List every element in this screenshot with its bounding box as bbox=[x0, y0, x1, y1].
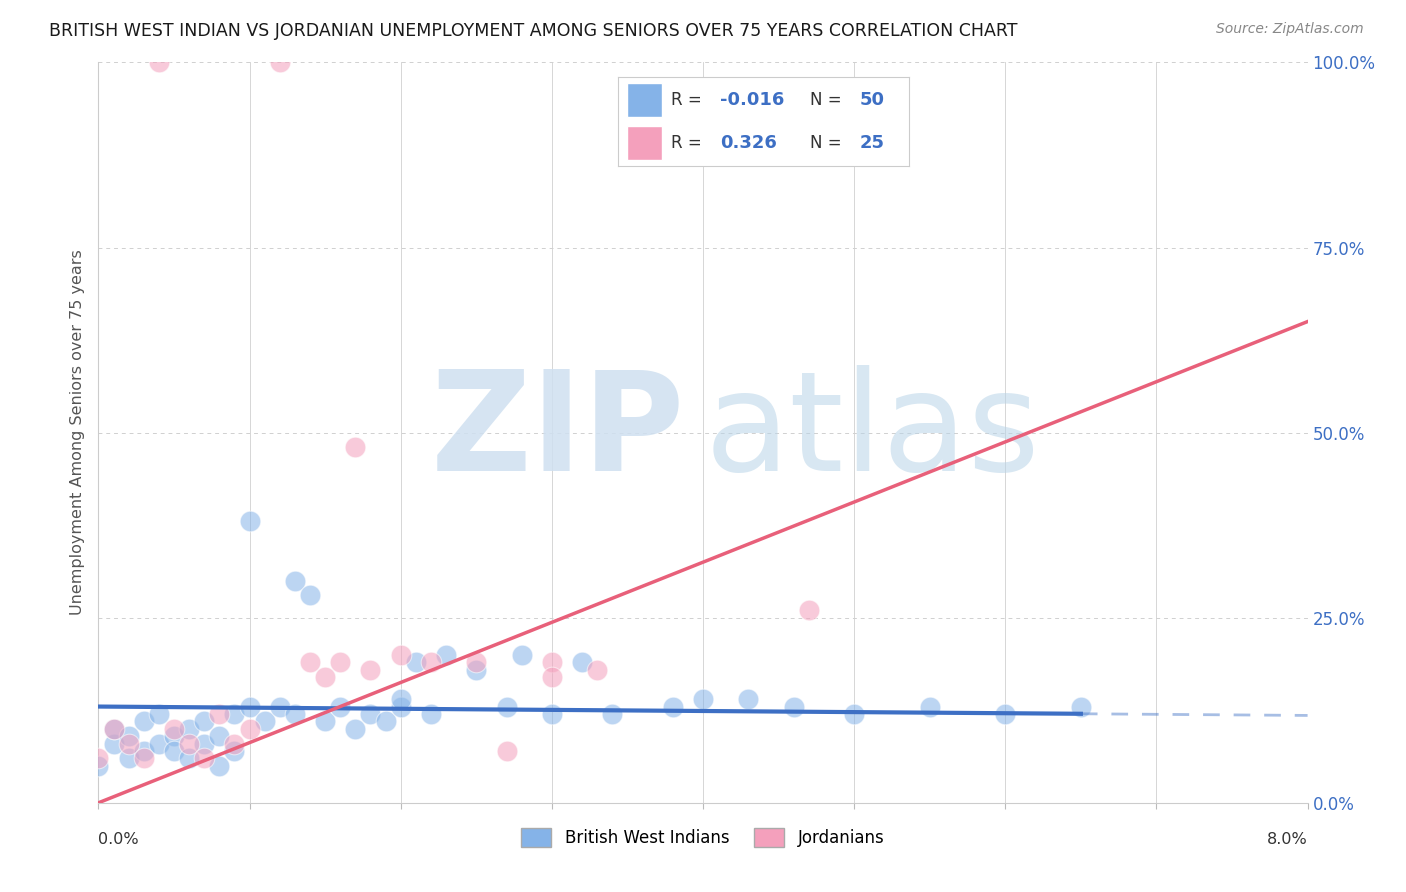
Point bbox=[389, 692, 412, 706]
Point bbox=[797, 603, 820, 617]
Point bbox=[148, 55, 170, 70]
Point bbox=[329, 699, 352, 714]
Point bbox=[208, 729, 231, 743]
Point bbox=[692, 692, 714, 706]
Point bbox=[420, 655, 443, 669]
Point bbox=[299, 589, 322, 603]
Point bbox=[269, 55, 291, 70]
Point bbox=[253, 714, 276, 729]
Point bbox=[1070, 699, 1092, 714]
Point bbox=[465, 655, 488, 669]
Point bbox=[510, 648, 533, 662]
Point bbox=[344, 441, 367, 455]
Point bbox=[239, 515, 262, 529]
Point bbox=[132, 751, 155, 765]
Point bbox=[540, 706, 562, 721]
Point bbox=[314, 714, 336, 729]
Point bbox=[586, 663, 609, 677]
Text: atlas: atlas bbox=[704, 365, 1040, 500]
Point bbox=[193, 737, 215, 751]
Text: Source: ZipAtlas.com: Source: ZipAtlas.com bbox=[1216, 22, 1364, 37]
Point bbox=[918, 699, 941, 714]
Point bbox=[132, 714, 155, 729]
Point bbox=[389, 648, 412, 662]
Point bbox=[495, 699, 517, 714]
Point bbox=[87, 751, 110, 765]
Point bbox=[269, 699, 291, 714]
Point bbox=[148, 737, 170, 751]
Point bbox=[87, 758, 110, 772]
Point bbox=[163, 729, 186, 743]
Point bbox=[118, 751, 141, 765]
Point bbox=[360, 706, 382, 721]
Point bbox=[329, 655, 352, 669]
Point bbox=[299, 655, 322, 669]
Legend: British West Indians, Jordanians: British West Indians, Jordanians bbox=[515, 822, 891, 854]
Point bbox=[179, 737, 201, 751]
Point bbox=[661, 699, 683, 714]
Point bbox=[132, 744, 155, 758]
Point bbox=[118, 737, 141, 751]
Text: ZIP: ZIP bbox=[430, 365, 685, 500]
Point bbox=[360, 663, 382, 677]
Point bbox=[179, 751, 201, 765]
Point bbox=[239, 699, 262, 714]
Point bbox=[179, 722, 201, 736]
Point bbox=[224, 744, 246, 758]
Point bbox=[103, 722, 125, 736]
Y-axis label: Unemployment Among Seniors over 75 years: Unemployment Among Seniors over 75 years bbox=[69, 250, 84, 615]
Point bbox=[118, 729, 141, 743]
Text: 8.0%: 8.0% bbox=[1267, 831, 1308, 847]
Point bbox=[224, 737, 246, 751]
Point bbox=[844, 706, 866, 721]
Point bbox=[224, 706, 246, 721]
Point bbox=[602, 706, 624, 721]
Point bbox=[389, 699, 412, 714]
Point bbox=[163, 722, 186, 736]
Point bbox=[495, 744, 517, 758]
Point bbox=[344, 722, 367, 736]
Text: 0.0%: 0.0% bbox=[98, 831, 139, 847]
Point bbox=[239, 722, 262, 736]
Point bbox=[208, 706, 231, 721]
Point bbox=[737, 692, 759, 706]
Point bbox=[103, 737, 125, 751]
Point bbox=[284, 574, 307, 588]
Point bbox=[540, 655, 562, 669]
Point bbox=[208, 758, 231, 772]
Point bbox=[374, 714, 396, 729]
Point bbox=[783, 699, 806, 714]
Point bbox=[405, 655, 427, 669]
Point bbox=[571, 655, 593, 669]
Text: BRITISH WEST INDIAN VS JORDANIAN UNEMPLOYMENT AMONG SENIORS OVER 75 YEARS CORREL: BRITISH WEST INDIAN VS JORDANIAN UNEMPLO… bbox=[49, 22, 1018, 40]
Point bbox=[465, 663, 488, 677]
Point bbox=[284, 706, 307, 721]
Point bbox=[540, 670, 562, 684]
Point bbox=[420, 706, 443, 721]
Point bbox=[163, 744, 186, 758]
Point bbox=[148, 706, 170, 721]
Point bbox=[994, 706, 1017, 721]
Point bbox=[314, 670, 336, 684]
Point bbox=[434, 648, 457, 662]
Point bbox=[193, 714, 215, 729]
Point bbox=[193, 751, 215, 765]
Point bbox=[103, 722, 125, 736]
